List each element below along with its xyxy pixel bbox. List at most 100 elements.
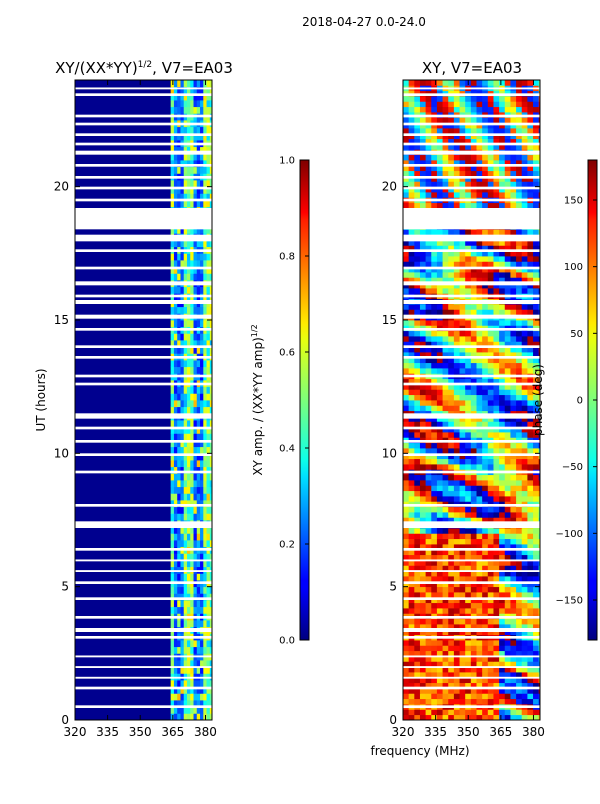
amp-cell <box>170 273 175 281</box>
phase-cell <box>470 389 477 396</box>
amp-cell <box>190 713 194 720</box>
phase-cell <box>499 544 506 550</box>
phase-cell <box>453 256 460 262</box>
phase-cell <box>403 624 410 630</box>
phase-heatmap <box>403 80 540 720</box>
phase-cell <box>459 304 466 310</box>
phase-cell <box>476 677 483 684</box>
phase-cell <box>527 714 534 720</box>
phase-cell <box>448 229 455 236</box>
amp-cell <box>170 600 175 608</box>
phase-cell <box>482 426 489 433</box>
phase-cell <box>504 549 511 556</box>
phase-cell <box>436 474 443 481</box>
phase-cell <box>504 346 511 353</box>
amp-cell <box>170 706 175 714</box>
phase-cell <box>521 138 528 145</box>
phase-cell <box>448 288 455 294</box>
amp-cell <box>203 226 207 234</box>
amp-cell <box>183 273 188 281</box>
phase-cell <box>527 282 534 289</box>
amp-cell <box>180 506 185 514</box>
phase-cell <box>403 709 410 716</box>
phase-cell <box>533 688 540 694</box>
amp-cell <box>180 573 185 581</box>
phase-cell <box>516 309 523 316</box>
phase-cell <box>493 405 500 412</box>
phase-cell <box>431 698 438 705</box>
phase-cell <box>436 165 443 172</box>
phase-cell <box>521 304 528 310</box>
phase-cell <box>442 341 449 348</box>
phase-cell <box>487 389 494 396</box>
phase-cell <box>538 624 540 630</box>
phase-cell <box>510 693 517 700</box>
phase-cell <box>470 629 477 636</box>
phase-cell <box>419 357 427 364</box>
phase-cell <box>527 176 534 182</box>
phase-cell <box>521 400 528 406</box>
phase-cell <box>459 533 466 540</box>
amp-cell <box>173 533 178 541</box>
phase-cell <box>493 101 500 108</box>
phase-cell <box>465 672 472 678</box>
phase-cell <box>403 181 410 188</box>
phase-cell <box>419 389 427 396</box>
phase-cell <box>476 565 483 572</box>
phase-cell <box>448 261 455 268</box>
phase-cell <box>521 549 528 556</box>
phase-cell <box>516 528 523 534</box>
amp-cell <box>177 600 181 608</box>
phase-cell <box>403 176 410 182</box>
phase-cell <box>425 346 432 353</box>
amp-cell <box>186 573 191 581</box>
phase-cell <box>436 336 443 342</box>
phase-cell <box>403 352 410 358</box>
amp-cell <box>203 86 207 94</box>
phase-cell <box>459 565 466 572</box>
phase-cell <box>533 165 540 172</box>
phase-cell <box>499 688 506 694</box>
phase-cell <box>465 336 472 342</box>
phase-cell <box>470 442 477 449</box>
phase-cell <box>414 432 421 438</box>
phase-cell <box>499 288 506 294</box>
flagged-gap <box>403 164 540 167</box>
phase-cell <box>482 661 489 668</box>
phase-cell <box>414 341 421 348</box>
phase-cell <box>482 714 489 720</box>
phase-cell <box>533 650 540 657</box>
phase-cell <box>459 421 466 428</box>
phase-cell <box>459 80 466 86</box>
phase-cell <box>436 549 443 556</box>
phase-cell <box>465 96 472 102</box>
phase-cell <box>419 165 427 172</box>
amp-cell <box>170 506 175 514</box>
phase-cell <box>403 480 410 486</box>
phase-cell <box>436 186 443 193</box>
phase-cell <box>408 560 415 566</box>
phase-cell <box>431 640 438 646</box>
phase-cell <box>403 554 410 561</box>
amp-cell <box>200 586 204 594</box>
phase-cell <box>487 448 494 454</box>
phase-cell <box>493 122 500 129</box>
phase-cell <box>419 512 427 518</box>
phase-cell <box>419 682 427 689</box>
phase-cell <box>482 506 489 513</box>
phase-cell <box>448 458 455 465</box>
amp-cell <box>177 453 181 461</box>
phase-cell <box>504 309 511 316</box>
amp-cell <box>177 700 181 708</box>
phase-cell <box>425 688 432 694</box>
amp-cell <box>186 240 191 248</box>
phase-cell <box>493 650 500 657</box>
phase-x-tick-label: 335 <box>424 725 447 739</box>
phase-cell <box>499 549 506 556</box>
phase-cell <box>425 245 432 252</box>
phase-cell <box>431 597 438 604</box>
phase-cell <box>442 682 449 689</box>
phase-cell <box>527 549 534 556</box>
amp-cell <box>177 240 181 248</box>
phase-cell <box>493 106 500 113</box>
